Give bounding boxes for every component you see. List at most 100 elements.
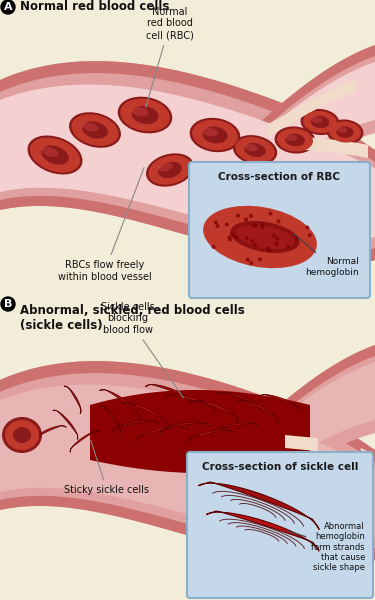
Polygon shape <box>285 135 368 158</box>
Ellipse shape <box>227 235 231 239</box>
Polygon shape <box>0 361 375 564</box>
Ellipse shape <box>245 236 249 240</box>
Ellipse shape <box>158 163 173 172</box>
Polygon shape <box>90 390 310 473</box>
Ellipse shape <box>158 162 182 178</box>
Polygon shape <box>245 45 375 205</box>
Polygon shape <box>186 430 234 443</box>
Polygon shape <box>122 403 169 426</box>
Polygon shape <box>33 425 66 443</box>
Polygon shape <box>245 45 375 145</box>
Polygon shape <box>146 385 190 403</box>
Ellipse shape <box>294 236 298 241</box>
Ellipse shape <box>249 214 253 218</box>
Text: Sickle cells
blocking
blood flow: Sickle cells blocking blood flow <box>101 302 183 398</box>
Ellipse shape <box>82 122 98 131</box>
Text: A: A <box>4 2 12 12</box>
Polygon shape <box>245 345 375 505</box>
Ellipse shape <box>190 118 240 152</box>
Text: Abnormal
hemoglobin
form strands
that cause
sickle shape: Abnormal hemoglobin form strands that ca… <box>288 521 365 572</box>
Ellipse shape <box>131 106 159 124</box>
Text: Normal red blood cells: Normal red blood cells <box>20 1 170 13</box>
Ellipse shape <box>310 116 322 123</box>
Ellipse shape <box>277 128 313 152</box>
Ellipse shape <box>41 145 69 164</box>
Ellipse shape <box>303 111 337 133</box>
Ellipse shape <box>211 245 216 249</box>
Circle shape <box>1 0 15 14</box>
Ellipse shape <box>261 225 264 229</box>
Polygon shape <box>245 362 375 493</box>
Ellipse shape <box>253 242 257 247</box>
Ellipse shape <box>234 235 238 239</box>
Ellipse shape <box>244 143 266 157</box>
Ellipse shape <box>228 238 232 241</box>
Polygon shape <box>0 85 375 241</box>
Text: Cross-section of RBC: Cross-section of RBC <box>219 172 340 182</box>
Ellipse shape <box>277 219 280 223</box>
Ellipse shape <box>274 127 315 154</box>
Text: RBCs flow freely
within blood vessel: RBCs flow freely within blood vessel <box>58 167 152 281</box>
Ellipse shape <box>258 257 262 261</box>
Ellipse shape <box>246 257 250 262</box>
Ellipse shape <box>336 127 347 133</box>
Polygon shape <box>53 410 78 440</box>
Ellipse shape <box>268 212 273 215</box>
Ellipse shape <box>336 126 354 138</box>
Ellipse shape <box>285 134 298 141</box>
Ellipse shape <box>327 119 363 145</box>
Text: Abnormal, sickled, red blood cells
(sickle cells): Abnormal, sickled, red blood cells (sick… <box>20 304 245 332</box>
FancyBboxPatch shape <box>187 452 373 598</box>
Ellipse shape <box>286 245 290 248</box>
Polygon shape <box>285 435 318 451</box>
Ellipse shape <box>82 121 108 139</box>
Ellipse shape <box>72 114 118 146</box>
Ellipse shape <box>27 136 82 175</box>
Ellipse shape <box>13 427 31 443</box>
Polygon shape <box>260 395 301 412</box>
Polygon shape <box>268 80 355 136</box>
Ellipse shape <box>216 224 220 228</box>
Polygon shape <box>0 196 375 264</box>
Ellipse shape <box>148 155 192 185</box>
Ellipse shape <box>225 223 229 226</box>
Ellipse shape <box>30 137 80 172</box>
Ellipse shape <box>230 232 234 236</box>
Polygon shape <box>160 422 210 433</box>
Polygon shape <box>206 511 319 551</box>
Ellipse shape <box>276 236 280 241</box>
Ellipse shape <box>202 128 218 136</box>
Ellipse shape <box>285 134 305 146</box>
Ellipse shape <box>300 109 339 135</box>
Ellipse shape <box>310 116 329 128</box>
Polygon shape <box>100 406 121 434</box>
Ellipse shape <box>329 121 361 143</box>
Circle shape <box>1 297 15 311</box>
Ellipse shape <box>252 223 256 227</box>
Polygon shape <box>238 400 279 423</box>
Polygon shape <box>99 389 141 419</box>
Ellipse shape <box>5 420 39 450</box>
Ellipse shape <box>235 137 275 163</box>
Ellipse shape <box>250 239 254 243</box>
Polygon shape <box>70 431 100 452</box>
Polygon shape <box>164 395 216 412</box>
Polygon shape <box>0 496 375 564</box>
Text: Sticky sickle cells: Sticky sickle cells <box>64 440 150 495</box>
Ellipse shape <box>236 225 295 249</box>
Polygon shape <box>137 426 183 441</box>
Ellipse shape <box>203 206 317 268</box>
Text: B: B <box>4 299 12 309</box>
Polygon shape <box>245 62 375 193</box>
Ellipse shape <box>308 233 312 237</box>
Ellipse shape <box>260 222 264 226</box>
Text: Cross-section of sickle cell: Cross-section of sickle cell <box>202 462 358 472</box>
Text: Normal
red blood
cell (RBC): Normal red blood cell (RBC) <box>146 7 194 107</box>
Ellipse shape <box>146 153 194 187</box>
Polygon shape <box>112 421 158 432</box>
Ellipse shape <box>266 247 270 251</box>
Ellipse shape <box>131 107 148 116</box>
Ellipse shape <box>244 217 248 221</box>
Ellipse shape <box>268 249 272 253</box>
Ellipse shape <box>202 127 228 143</box>
